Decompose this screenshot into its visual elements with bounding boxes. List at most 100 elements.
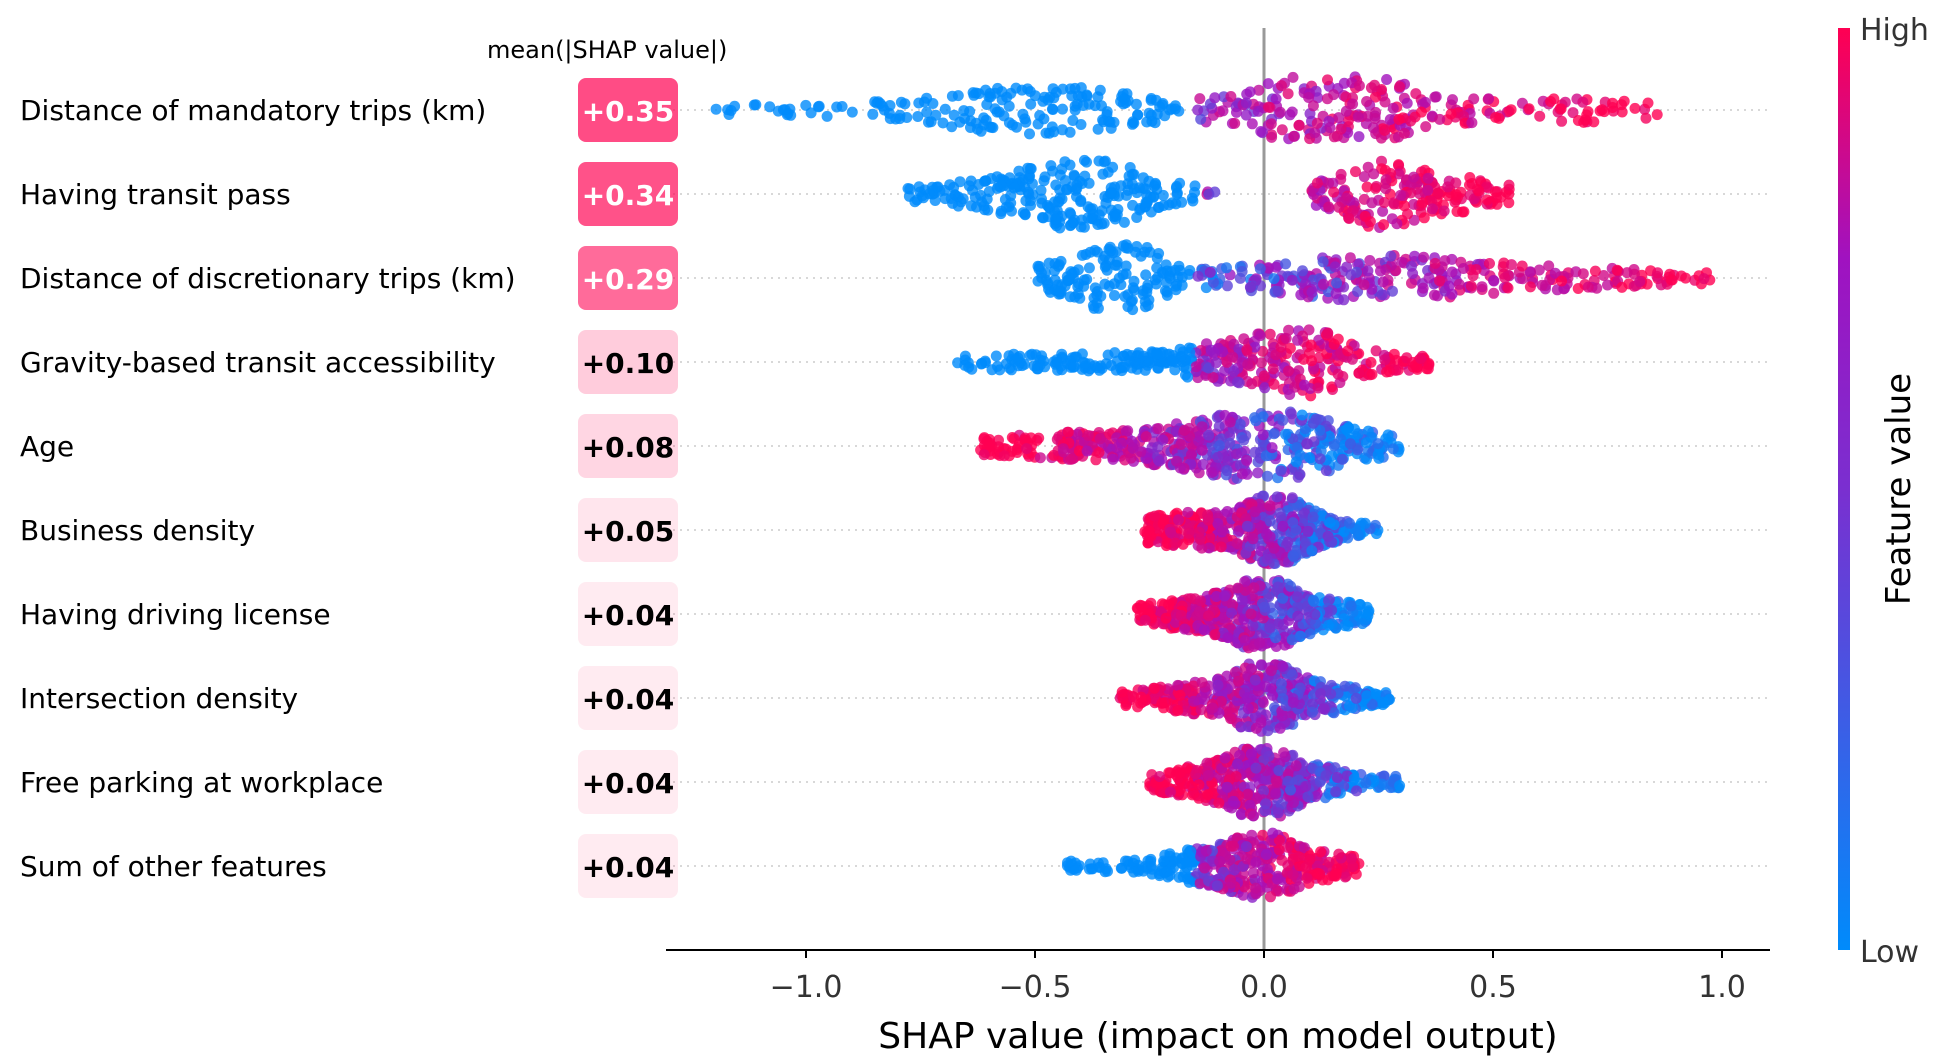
shap-point — [1178, 424, 1190, 436]
shap-point — [1006, 364, 1017, 376]
mean-abs-value: +0.04 — [582, 851, 675, 884]
shap-point — [1179, 623, 1191, 635]
shap-point — [1308, 363, 1319, 375]
shap-point — [1268, 542, 1280, 554]
shap-point — [1343, 213, 1355, 224]
shap-point — [1254, 637, 1266, 649]
shap-point — [1030, 349, 1042, 361]
shap-point — [1035, 184, 1047, 196]
shap-point — [1277, 592, 1289, 604]
shap-point — [1379, 96, 1391, 108]
shap-point — [1432, 187, 1444, 199]
shap-point — [1036, 272, 1048, 284]
shap-point — [1277, 414, 1289, 426]
shap-point — [946, 121, 958, 133]
shap-point — [1483, 93, 1495, 105]
shap-point — [1127, 304, 1139, 316]
shap-point — [1272, 285, 1284, 297]
shap-point — [1272, 885, 1284, 897]
shap-point — [1287, 696, 1299, 708]
shap-point — [1127, 442, 1139, 454]
shap-point — [1286, 106, 1298, 118]
shap-point — [954, 176, 966, 188]
shap-point — [1582, 281, 1594, 293]
shap-point — [1231, 106, 1242, 118]
shap-point — [1196, 542, 1208, 554]
shap-point — [1190, 768, 1202, 780]
shap-point — [1047, 165, 1059, 177]
shap-point — [998, 450, 1010, 462]
shap-point — [1039, 91, 1050, 103]
shap-point — [1247, 533, 1259, 545]
shap-point — [1099, 278, 1111, 290]
shap-point — [996, 86, 1008, 98]
shap-point — [1466, 117, 1478, 129]
shap-point — [1285, 408, 1297, 420]
shap-point — [1353, 367, 1365, 379]
shap-point — [1257, 697, 1269, 708]
shap-point — [1381, 366, 1393, 378]
shap-point — [1346, 853, 1357, 865]
shap-point — [1410, 88, 1422, 100]
shap-point — [1333, 848, 1345, 860]
shap-point — [1361, 96, 1373, 107]
shap-point — [1244, 799, 1256, 811]
shap-point — [1282, 841, 1294, 853]
shap-point — [1241, 454, 1253, 466]
beeswarm-points — [710, 71, 1716, 903]
shap-point — [1121, 189, 1132, 201]
shap-point — [1352, 111, 1364, 123]
shap-point — [1214, 855, 1226, 867]
shap-point — [1084, 858, 1096, 870]
shap-point — [1219, 409, 1231, 421]
shap-point — [1118, 216, 1130, 228]
shap-point — [1046, 103, 1058, 115]
shap-point — [1582, 106, 1594, 118]
shap-point — [1250, 882, 1262, 894]
shap-point — [1221, 465, 1233, 477]
shap-point — [1174, 343, 1186, 355]
shap-point — [1342, 345, 1354, 357]
shap-point — [1193, 435, 1205, 447]
mean-abs-value: +0.05 — [582, 515, 675, 548]
shap-point — [996, 94, 1008, 106]
shap-point — [925, 116, 937, 128]
feature-label: Age — [20, 430, 74, 463]
shap-point — [1144, 357, 1155, 369]
shap-point — [1249, 674, 1261, 686]
shap-point — [1096, 205, 1108, 217]
shap-point — [1323, 177, 1335, 189]
shap-point — [1447, 94, 1458, 106]
shap-point — [1420, 121, 1432, 133]
shap-point — [1203, 429, 1215, 441]
shap-point — [1085, 203, 1096, 215]
shap-point — [1213, 797, 1225, 809]
shap-point — [1318, 703, 1330, 715]
mean-abs-value: +0.10 — [582, 347, 675, 380]
shap-point — [1092, 91, 1104, 103]
feature-points — [1144, 743, 1406, 822]
shap-point — [1652, 267, 1664, 279]
shap-point — [1549, 267, 1561, 279]
shap-point — [1350, 692, 1362, 704]
shap-point — [895, 96, 907, 108]
shap-point — [1049, 265, 1060, 277]
shap-point — [1354, 599, 1366, 610]
shap-point — [1300, 537, 1312, 549]
shap-point — [1288, 130, 1300, 142]
shap-point — [1324, 122, 1336, 134]
shap-point — [1158, 855, 1170, 867]
shap-point — [1309, 617, 1321, 629]
shap-point — [1548, 93, 1560, 105]
feature-points — [975, 406, 1405, 485]
shap-point — [1248, 810, 1260, 822]
shap-point — [990, 350, 1002, 362]
shap-point — [1375, 265, 1386, 277]
shap-point — [1093, 447, 1105, 458]
shap-point — [1246, 378, 1258, 390]
shap-point — [1465, 280, 1477, 292]
shap-point — [1423, 359, 1435, 371]
shap-point — [1037, 212, 1049, 224]
shap-point — [1292, 334, 1303, 346]
shap-point — [1297, 265, 1308, 277]
